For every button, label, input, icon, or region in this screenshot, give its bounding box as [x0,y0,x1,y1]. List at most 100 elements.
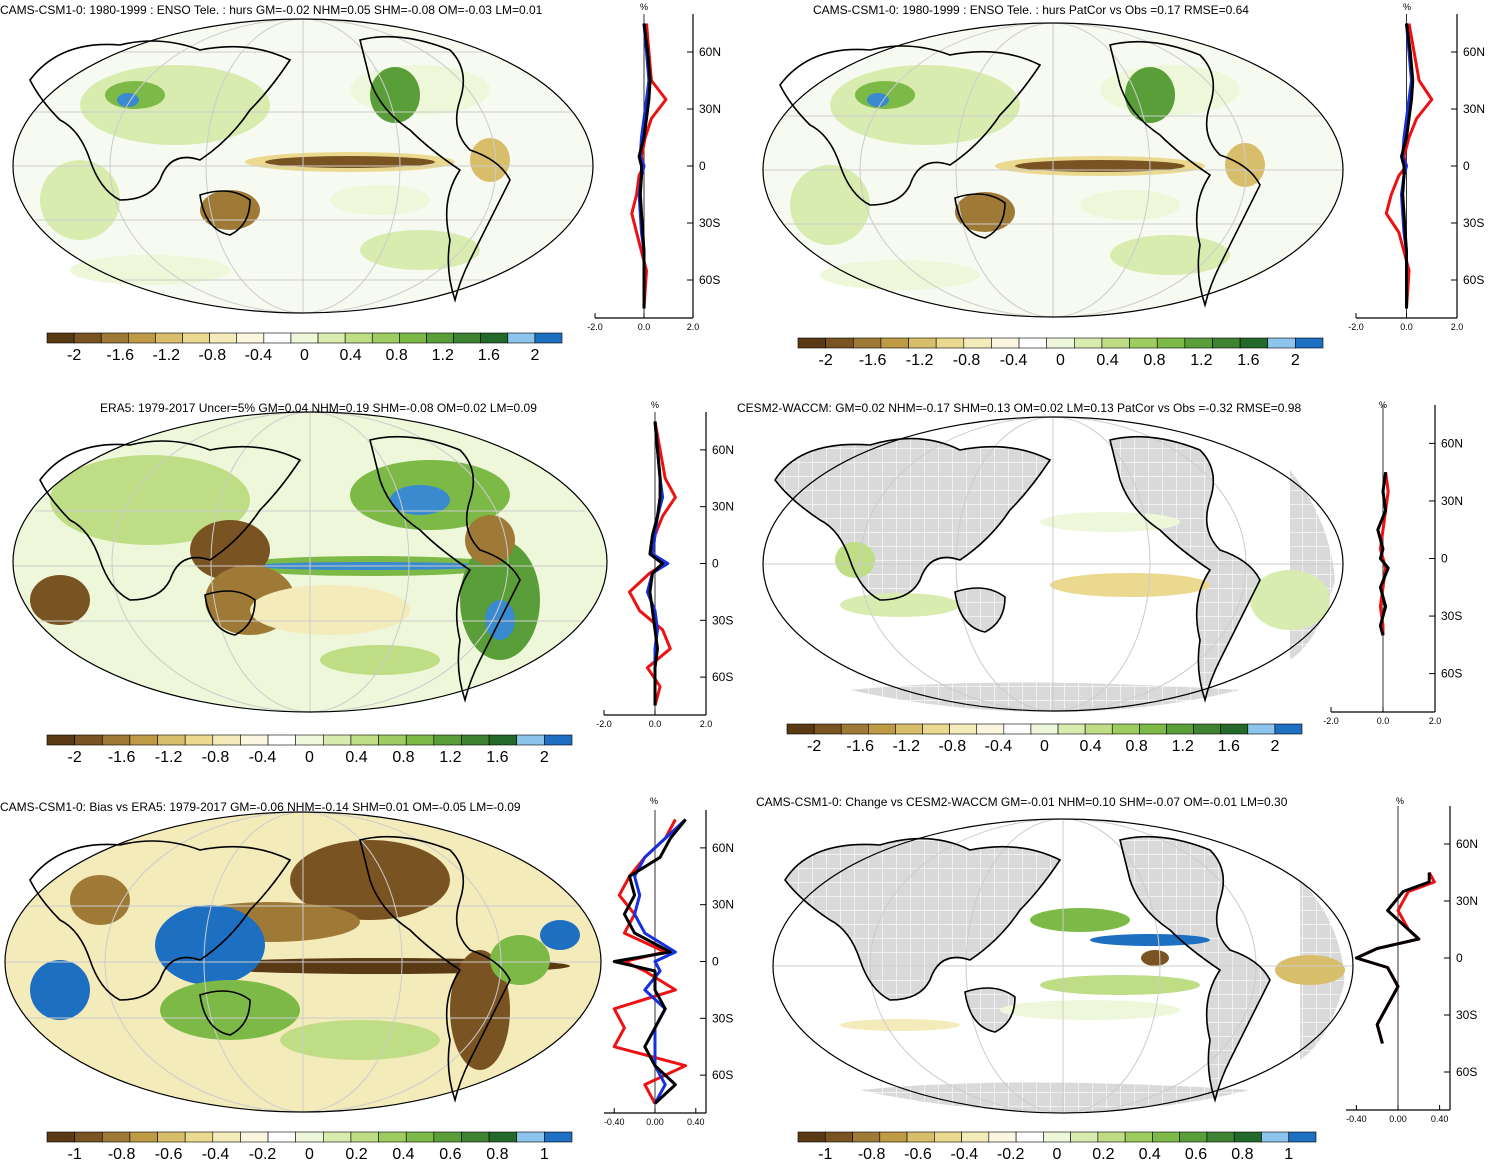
colorbar-swatch [100,332,129,344]
colorbar-tick-label: 0.2 [345,1146,367,1163]
profile-series-black [1354,872,1431,1044]
colorbar-swatch [1274,723,1303,735]
profile-lat-label: 30S [1456,1008,1477,1022]
colorbar-swatch [488,734,518,746]
colorbar-swatch [128,332,156,344]
colorbar-tick-label: 2 [540,749,549,766]
colorbar-swatch [1261,1131,1290,1143]
colorbar-tick-label: -0.8 [939,738,967,755]
colorbar-tick-label: -1.6 [859,352,887,369]
colorbar-tick-label: -0.4 [951,1146,979,1163]
profile-x-label: -2.0 [596,719,612,729]
profile-lat-label: 0 [1463,159,1470,173]
profile-lat-label: 60S [1456,1065,1477,1079]
colorbar-swatch [1156,337,1186,349]
colorbar-tick-label: 0.6 [439,1146,461,1163]
colorbar-tick-label: -0.8 [202,749,230,766]
colorbar-tick-label: -1.2 [152,347,180,364]
colorbar-tick-label: -1.6 [846,738,874,755]
colorbar-swatch [516,1131,545,1143]
profile-x-label: 0.40 [687,1117,705,1127]
colorbar-swatch [1233,1131,1262,1143]
colorbar-tick-label: -0.2 [997,1146,1025,1163]
colorbar-tick-label: 1.2 [439,749,461,766]
colorbar-tick-label: 1.2 [432,347,454,364]
colorbar-swatch [323,1131,352,1143]
panel-2-profile: % 60N 30N 0 30S 60S -2.0 0.0 2.0 [1348,2,1485,332]
colorbar-tick-label: -0.4 [985,738,1013,755]
colorbar-swatch [797,1131,826,1143]
panel-6-title: CAMS-CSM1-0: Change vs CESM2-WACCM GM=-0… [756,795,1288,809]
colorbar-tick-label: -2 [68,749,82,766]
colorbar-swatch [74,1131,103,1143]
colorbar-swatch [1070,1131,1099,1143]
profile-lat-label: 60N [712,841,734,855]
panel-5-profile: % 60N 30N 0 30S 60S -0.40 0.00 0.40 [604,796,734,1127]
panel-5-map [4,811,602,1113]
colorbar-tick-label: 1 [540,1146,549,1163]
colorbar-swatch [1206,1131,1235,1143]
colorbar-swatch [399,332,427,344]
colorbar-swatch [1018,337,1047,349]
colorbar-swatch [182,332,210,344]
colorbar-swatch [240,734,269,746]
profile-lat-label: 60N [1456,837,1478,851]
colorbar-tick-label: -0.6 [155,1146,183,1163]
panel-1-title: CAMS-CSM1-0: 1980-1999 : ENSO Tele. : hu… [0,3,543,17]
colorbar-swatch [317,332,346,344]
colorbar-tick-label: 0.4 [1139,1146,1161,1163]
colorbar-tick-label: -1.6 [108,749,136,766]
colorbar-swatch [906,1131,935,1143]
colorbar-swatch [46,332,75,344]
colorbar-swatch [46,1131,75,1143]
panel-3-title: ERA5: 1979-2017 Uncer=5% GM=0.04 NHM=0.1… [100,401,537,415]
colorbar-tick-label: 0 [1053,1146,1062,1163]
colorbar-swatch [295,734,324,746]
colorbar-swatch [840,723,869,735]
colorbar-tick-label: 2 [1291,352,1300,369]
colorbar-tick-label: 0 [1056,352,1065,369]
colorbar-tick-label: 2 [1270,738,1279,755]
panel-5-profile-unit: % [650,796,658,806]
colorbar-tick-label: -1 [68,1146,82,1163]
colorbar-swatch [1030,723,1059,735]
profile-series-black [637,23,652,309]
profile-lat-label: 30S [699,216,720,230]
colorbar-tick-label: -2 [819,352,833,369]
profile-x-label: 0.00 [646,1117,664,1127]
colorbar-swatch [461,734,490,746]
colorbar-swatch [488,1131,518,1143]
colorbar-swatch [797,337,826,349]
colorbar-swatch [295,1131,324,1143]
colorbar-swatch [825,337,854,349]
profile-series-black [1376,471,1390,636]
colorbar-swatch [1003,723,1032,735]
panel-2-profile-unit: % [1403,2,1411,12]
profile-x-label: 0.0 [649,719,662,729]
colorbar-swatch [1179,1131,1208,1143]
profile-lat-label: 60S [712,1068,733,1082]
colorbar-swatch [868,723,896,735]
colorbar-tick-label: 0.8 [486,1146,508,1163]
profile-lat-label: 60N [712,443,734,457]
colorbar-swatch [963,337,992,349]
profile-x-label: -0.40 [1346,1114,1367,1124]
profile-lat-label: 0 [712,955,719,969]
colorbar-swatch [263,332,292,344]
panel-2: CAMS-CSM1-0: 1980-1999 : ENSO Tele. : hu… [762,2,1485,369]
colorbar-swatch [507,332,536,344]
colorbar-swatch [961,1131,990,1143]
colorbar-swatch [212,734,241,746]
colorbar-swatch [949,723,978,735]
panel-1-profile-unit: % [640,2,648,12]
colorbar-swatch [516,734,545,746]
colorbar-swatch [157,1131,186,1143]
colorbar-swatch [129,734,158,746]
colorbar-swatch [1247,723,1276,735]
colorbar-swatch [1267,337,1296,349]
colorbar-swatch [1139,723,1167,735]
profile-series-red [1354,871,1436,1044]
profile-lat-label: 30N [712,500,734,514]
colorbar-swatch [157,734,186,746]
panel-6: CAMS-CSM1-0: Change vs CESM2-WACCM GM=-0… [756,795,1478,1163]
